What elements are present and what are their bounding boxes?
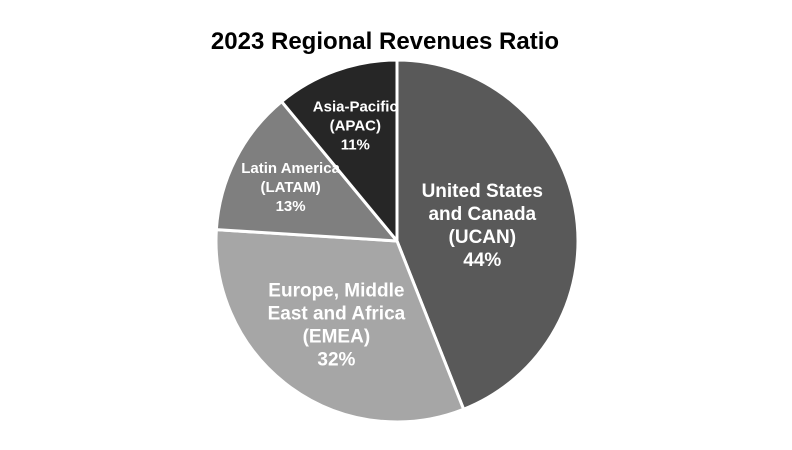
slice-label-line: United States — [422, 181, 543, 202]
slice-label-line: Latin America — [241, 160, 340, 177]
slice-label-line: (UCAN) — [449, 227, 517, 248]
slice-label: Asia-Pacific (APAC) 11% — [313, 98, 398, 153]
pie-slice — [214, 228, 466, 424]
slice-percent-label: 11% — [341, 136, 370, 153]
slice-label: Europe, Middle East and Africa (EMEA) 32% — [268, 281, 406, 371]
slice-label-line: East and Africa — [268, 304, 406, 325]
slice-percent-label: 32% — [317, 350, 355, 371]
chart-title: 2023 Regional Revenues Ratio — [210, 28, 560, 55]
slice-label-line: Europe, Middle — [268, 281, 404, 302]
slice-percent-label: 13% — [276, 198, 306, 215]
pie-slice — [395, 58, 580, 411]
pie-slice — [214, 100, 399, 243]
slice-label-line: (EMEA) — [303, 327, 371, 348]
pie-slices — [214, 58, 580, 424]
slice-percent-label: 44% — [463, 250, 501, 271]
slice-label-line: and Canada — [428, 204, 536, 225]
slice-labels: United States and Canada (UCAN) 44%Europe, … — [241, 98, 543, 370]
slice-label: Latin America (LATAM) 13% — [241, 160, 340, 215]
pie-slice — [280, 58, 399, 243]
slice-label-line: Asia-Pacific — [313, 98, 398, 115]
slice-label: United States and Canada (UCAN) 44% — [422, 181, 543, 271]
slice-label-line: (APAC) — [330, 117, 381, 134]
slice-label-line: (LATAM) — [260, 179, 320, 196]
